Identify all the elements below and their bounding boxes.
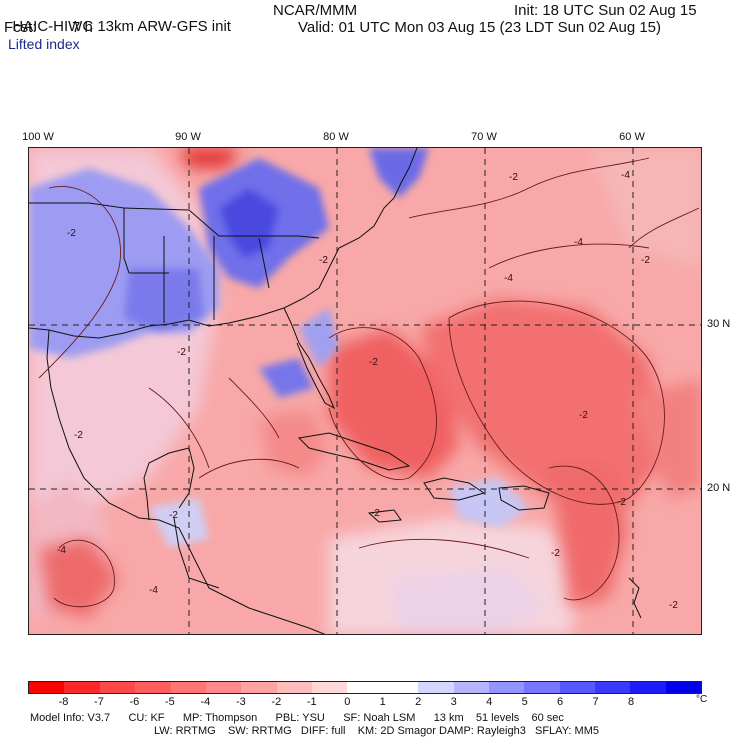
lon-label-90w: 90 W: [175, 131, 201, 143]
contour-label: -2: [371, 508, 380, 519]
lat-lon-grid: [29, 148, 701, 634]
color-scale-tick: 6: [557, 696, 564, 708]
lon-label-100w: 100 W: [22, 131, 54, 143]
contour-label: -4: [149, 585, 158, 596]
contour-label: -4: [574, 237, 583, 248]
contour-label: -2: [669, 600, 678, 611]
color-scale-tick: 1: [379, 696, 386, 708]
color-scale-tick: 4: [486, 696, 493, 708]
color-swatch: [382, 682, 419, 693]
valid-time: Valid: 01 UTC Mon 03 Aug 15 (23 LDT Sun …: [298, 19, 662, 36]
lon-label-60w: 60 W: [619, 131, 645, 143]
contour-label: -2: [169, 510, 178, 521]
color-swatch: [29, 682, 65, 693]
color-scale-tick: -7: [94, 696, 104, 708]
color-swatch: [205, 682, 242, 693]
color-swatch: [99, 682, 136, 693]
color-swatch: [241, 682, 277, 693]
lat-label-30n: 30 N: [707, 318, 731, 330]
color-scale-tick: -4: [200, 696, 211, 708]
color-swatch: [276, 682, 312, 693]
contour-label: -2: [579, 410, 588, 421]
model-info-line-1: Model Info: V3.7 CU: KF MP: Thompson PBL…: [30, 712, 564, 724]
stable-blue-areas: [29, 148, 529, 548]
color-swatch: [64, 682, 100, 693]
color-scale-tick: 5: [521, 696, 528, 708]
color-swatch: [665, 682, 702, 693]
forecast-label: Fcst:: [4, 19, 37, 36]
model-info-line-2: LW: RRTMG SW: RRTMG DIFF: full KM: 2D Sm…: [154, 725, 599, 737]
color-swatch: [630, 682, 666, 693]
lifted-index-map: -2 -2 -2 -4 -2 -4 -4 -2 -2 -2 -2 -2 -4 -…: [29, 148, 701, 634]
color-swatch: [559, 682, 595, 693]
color-scale-tick: -5: [165, 696, 175, 708]
color-scale-tick: 3: [450, 696, 457, 708]
color-swatch: [453, 682, 489, 693]
color-scale-bar: [28, 681, 702, 694]
color-swatch: [312, 682, 348, 693]
forecast-hour: 7 h: [72, 19, 93, 36]
color-swatch: [488, 682, 525, 693]
organization: NCAR/MMM: [273, 2, 358, 19]
contour-label: -2: [67, 228, 76, 239]
field-name: Lifted index: [8, 36, 80, 52]
color-scale-tick: -6: [129, 696, 140, 708]
coastlines: [29, 148, 642, 634]
contour-label: -2: [551, 548, 560, 559]
color-swatch: [135, 682, 171, 693]
contour-label: -2: [617, 497, 626, 508]
contour-label: -2: [319, 255, 328, 266]
color-scale-tick: 2: [415, 696, 422, 708]
color-scale-tick: 7: [592, 696, 599, 708]
color-swatch: [170, 682, 206, 693]
color-scale-tick: -1: [306, 696, 317, 708]
lon-label-70w: 70 W: [471, 131, 497, 143]
color-swatch: [418, 682, 454, 693]
contour-label: -2: [74, 430, 83, 441]
contour-label: -4: [57, 545, 66, 556]
contour-label: -2: [177, 347, 186, 358]
contour-lines: [38, 157, 700, 608]
color-scale-tick: -2: [271, 696, 282, 708]
contour-label: -2: [509, 172, 518, 183]
color-scale-tick: -3: [235, 696, 246, 708]
lat-label-20n: 20 N: [707, 482, 731, 494]
model-name: HAIC-HIWC 13km ARW-GFS init: [12, 18, 231, 35]
lon-label-80w: 80 W: [323, 131, 349, 143]
contour-label: -4: [621, 170, 630, 181]
contour-label: -2: [369, 357, 378, 368]
color-swatch: [524, 682, 560, 693]
color-scale-unit: °C: [696, 694, 708, 705]
model-title: HAIC-HIWC 13km ARW-GFS init: [4, 3, 231, 35]
color-swatch: [595, 682, 631, 693]
contour-label: -4: [504, 273, 513, 284]
map-panel: -2 -2 -2 -4 -2 -4 -4 -2 -2 -2 -2 -2 -4 -…: [28, 147, 702, 635]
color-scale-tick: 8: [627, 696, 635, 708]
contour-label: -2: [641, 255, 650, 266]
color-scale-tick: 0: [344, 696, 351, 708]
init-time: Init: 18 UTC Sun 02 Aug 15: [514, 2, 697, 19]
color-swatch: [347, 682, 383, 693]
strong-instability-areas: [39, 148, 701, 618]
color-scale-tick: -8: [58, 696, 69, 708]
contour-label-group: -2 -2 -2 -4 -2 -4 -4 -2 -2 -2 -2 -2 -4 -…: [57, 170, 678, 611]
